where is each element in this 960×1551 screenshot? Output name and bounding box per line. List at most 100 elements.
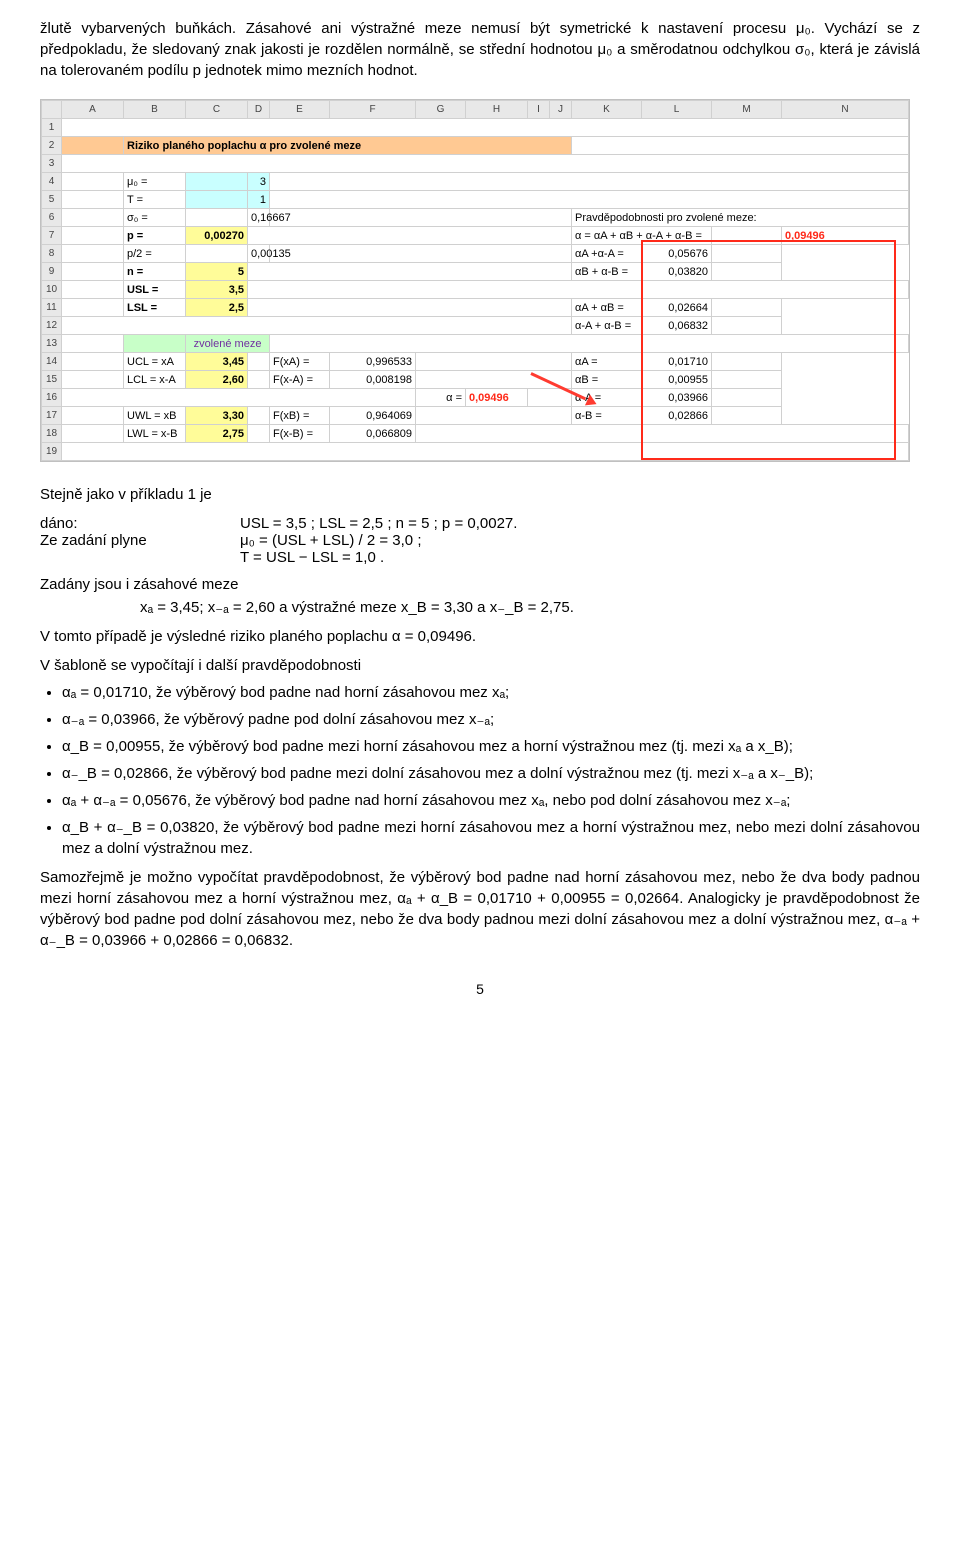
- result-line: V tomto případě je výsledné riziko plané…: [40, 626, 920, 647]
- p-value[interactable]: 0,00270: [186, 227, 248, 245]
- row-18: 18 LWL = x-B 2,75 F(x-B) = 0,066809: [42, 425, 909, 443]
- page-number: 5: [40, 981, 920, 997]
- corner-cell: [42, 101, 62, 119]
- col-N[interactable]: N: [782, 101, 909, 119]
- bullet-6: α_B + α₋_B = 0,03820, že výběrový bod pa…: [62, 817, 920, 859]
- a-A+a-B-value: 0,06832: [642, 317, 712, 335]
- final-paragraph: Samozřejmě je možno vypočítat pravděpodo…: [40, 867, 920, 951]
- row-15: 15 LCL = x-A 2,60 F(x-A) = 0,008198 αB =…: [42, 371, 909, 389]
- LSL-value[interactable]: 2,5: [186, 299, 248, 317]
- given-block: dáno: USL = 3,5 ; LSL = 2,5 ; n = 5 ; p …: [40, 515, 920, 566]
- aB-value: 0,00955: [642, 371, 712, 389]
- p2-value: 0,00135: [248, 245, 270, 263]
- bullet-list: αₐ = 0,01710, že výběrový bod padne nad …: [40, 682, 920, 859]
- bullet-3: α_B = 0,00955, že výběrový bod padne mez…: [62, 736, 920, 757]
- alpha-eq-value: 0,09496: [466, 389, 528, 407]
- bullet-5: αₐ + α₋ₐ = 0,05676, že výběrový bod padn…: [62, 790, 920, 811]
- col-M[interactable]: M: [712, 101, 782, 119]
- USL-value[interactable]: 3,5: [186, 281, 248, 299]
- row-5: 5 T = 1: [42, 191, 909, 209]
- given-label: dáno:: [40, 515, 240, 532]
- col-G[interactable]: G: [416, 101, 466, 119]
- col-C[interactable]: C: [186, 101, 248, 119]
- alpha-sum-label: α = αA + αB + α-A + α-B =: [572, 227, 712, 245]
- Fx-B-label: F(x-B) =: [270, 425, 330, 443]
- sheet-title: Riziko planého poplachu α pro zvolené me…: [124, 137, 572, 155]
- prob-heading: Pravděpodobnosti pro zvolené meze:: [572, 209, 909, 227]
- col-A[interactable]: A: [62, 101, 124, 119]
- row-11: 11 LSL = 2,5 αA + αB = 0,02664: [42, 299, 909, 317]
- aA+a-A-label: αA +α-A =: [572, 245, 642, 263]
- plyne-value2: T = USL − LSL = 1,0 .: [240, 549, 920, 566]
- row-10: 10 USL = 3,5: [42, 281, 909, 299]
- bullet-2: α₋ₐ = 0,03966, že výběrový padne pod dol…: [62, 709, 920, 730]
- col-E[interactable]: E: [270, 101, 330, 119]
- T-label: T =: [124, 191, 186, 209]
- row-19: 19: [42, 443, 909, 461]
- alpha-eq-label: α =: [416, 389, 466, 407]
- UWL-label: UWL = xB: [124, 407, 186, 425]
- bullet-4: α₋_B = 0,02866, že výběrový bod padne me…: [62, 763, 920, 784]
- a-B-value: 0,02866: [642, 407, 712, 425]
- col-H[interactable]: H: [466, 101, 528, 119]
- row-9: 9 n = 5 αB + α-B = 0,03820: [42, 263, 909, 281]
- LCL-label: LCL = x-A: [124, 371, 186, 389]
- spreadsheet: A B C D E F G H I J K L M N 1 2 Riziko p…: [40, 99, 910, 462]
- col-K[interactable]: K: [572, 101, 642, 119]
- col-F[interactable]: F: [330, 101, 416, 119]
- col-L[interactable]: L: [642, 101, 712, 119]
- FxB-label: F(xB) =: [270, 407, 330, 425]
- UCL-label: UCL = xA: [124, 353, 186, 371]
- UCL-value[interactable]: 3,45: [186, 353, 248, 371]
- row-1: 1: [42, 119, 909, 137]
- n-label: n =: [124, 263, 186, 281]
- row-3: 3: [42, 155, 909, 173]
- zadany-values: xₐ = 3,45; x₋ₐ = 2,60 a výstražné meze x…: [40, 597, 920, 618]
- row-12: 12 α-A + α-B = 0,06832: [42, 317, 909, 335]
- p2-label: p/2 =: [124, 245, 186, 263]
- plyne-value1: μ₀ = (USL + LSL) / 2 = 3,0 ;: [240, 532, 920, 549]
- aB+a-B-label: αB + α-B =: [572, 263, 642, 281]
- col-J[interactable]: J: [550, 101, 572, 119]
- col-B[interactable]: B: [124, 101, 186, 119]
- LWL-value[interactable]: 2,75: [186, 425, 248, 443]
- plyne-label: Ze zadání plyne: [40, 532, 240, 549]
- a-A+a-B-label: α-A + α-B =: [572, 317, 642, 335]
- aA+aB-value: 0,02664: [642, 299, 712, 317]
- after-table-line1: Stejně jako v příkladu 1 je: [40, 484, 920, 505]
- UWL-value[interactable]: 3,30: [186, 407, 248, 425]
- mu0-input[interactable]: [186, 173, 248, 191]
- LWL-label: LWL = x-B: [124, 425, 186, 443]
- n-value[interactable]: 5: [186, 263, 248, 281]
- row-14: 14 UCL = xA 3,45 F(xA) = 0,996533 αA = 0…: [42, 353, 909, 371]
- p-label: p =: [124, 227, 186, 245]
- LCL-value[interactable]: 2,60: [186, 371, 248, 389]
- aA+aB-label: αA + αB =: [572, 299, 642, 317]
- mu0-value[interactable]: 3: [248, 173, 270, 191]
- col-I[interactable]: I: [528, 101, 550, 119]
- aB+a-B-value: 0,03820: [642, 263, 712, 281]
- a-A-label: α-A =: [572, 389, 642, 407]
- sablona-line: V šabloně se vypočítají i další pravděpo…: [40, 655, 920, 676]
- bullet-1: αₐ = 0,01710, že výběrový bod padne nad …: [62, 682, 920, 703]
- FxB-value: 0,964069: [330, 407, 416, 425]
- LSL-label: LSL =: [124, 299, 186, 317]
- row-8: 8 p/2 = 0,00135 αA +α-A = 0,05676: [42, 245, 909, 263]
- sigma0-label: σ₀ =: [124, 209, 186, 227]
- aA-label: αA =: [572, 353, 642, 371]
- FxA-value: 0,996533: [330, 353, 416, 371]
- a-B-label: α-B =: [572, 407, 642, 425]
- aA-value: 0,01710: [642, 353, 712, 371]
- document-body: žlutě vybarvených buňkách. Zásahové ani …: [0, 0, 960, 1027]
- col-D[interactable]: D: [248, 101, 270, 119]
- row-4: 4 μ₀ = 3: [42, 173, 909, 191]
- intro-paragraph: žlutě vybarvených buňkách. Zásahové ani …: [40, 18, 920, 81]
- Fx-A-value: 0,008198: [330, 371, 416, 389]
- Fx-A-label: F(x-A) =: [270, 371, 330, 389]
- aA+a-A-value: 0,05676: [642, 245, 712, 263]
- col-headers: A B C D E F G H I J K L M N: [42, 101, 909, 119]
- alpha-sum-value: 0,09496: [782, 227, 909, 245]
- T-value[interactable]: 1: [248, 191, 270, 209]
- zadany-line: Zadány jsou i zásahové meze: [40, 574, 920, 595]
- USL-label: USL =: [124, 281, 186, 299]
